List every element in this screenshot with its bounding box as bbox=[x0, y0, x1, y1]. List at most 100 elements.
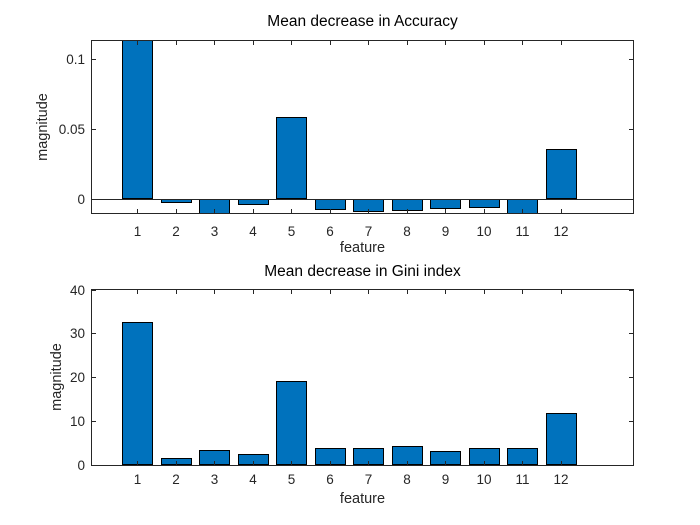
y-tick-right bbox=[629, 128, 633, 130]
x-tick-label: 11 bbox=[515, 224, 530, 239]
bar-feature-12 bbox=[545, 413, 577, 465]
plot-area-accuracy: 1 2 3 4 5 6 7 8 9 10 11 12 0 0.05 0.1 bbox=[59, 40, 634, 239]
y-tick bbox=[92, 198, 96, 200]
x-tick bbox=[175, 209, 177, 213]
x-tick-top bbox=[368, 290, 369, 294]
x-tick-label: 6 bbox=[326, 224, 334, 239]
y-tick bbox=[92, 333, 96, 335]
x-tick-top bbox=[214, 41, 215, 45]
bar-feature-1 bbox=[122, 41, 153, 200]
x-tick-label: 4 bbox=[249, 472, 257, 487]
x-tick-label: 3 bbox=[210, 472, 219, 487]
x-tick-label: 2 bbox=[172, 472, 180, 487]
x-tick bbox=[329, 209, 331, 213]
x-tick-label: 1 bbox=[133, 472, 142, 487]
y-tick bbox=[92, 464, 96, 466]
y-tick bbox=[92, 289, 96, 291]
x-tick-top bbox=[445, 290, 446, 294]
x-tick bbox=[175, 461, 177, 465]
x-tick-top bbox=[406, 41, 408, 45]
zero-baseline bbox=[92, 198, 633, 200]
x-tick-label: 10 bbox=[476, 472, 492, 487]
x-tick-label: 5 bbox=[287, 472, 296, 487]
y-tick-right bbox=[629, 333, 633, 335]
y-tick-label: 0.1 bbox=[66, 51, 85, 67]
x-tick bbox=[522, 209, 523, 213]
x-tick bbox=[445, 461, 446, 465]
x-tick bbox=[252, 209, 254, 213]
y-tick-right bbox=[629, 198, 633, 200]
x-tick bbox=[560, 461, 562, 465]
plot-area-gini: 1 2 3 4 5 6 7 8 9 10 11 12 0 10 20 30 40 bbox=[70, 283, 634, 487]
y-tick-label: 0.05 bbox=[58, 121, 85, 137]
x-tick bbox=[406, 209, 408, 213]
x-tick-top bbox=[214, 290, 215, 294]
y-tick-right bbox=[629, 289, 633, 291]
y-tick-right bbox=[629, 58, 633, 60]
y-tick-label: 0 bbox=[77, 457, 85, 473]
x-tick bbox=[291, 209, 292, 213]
x-tick-top bbox=[175, 290, 177, 294]
x-tick bbox=[214, 461, 215, 465]
x-tick-label: 12 bbox=[553, 472, 569, 487]
x-tick-label: 6 bbox=[326, 472, 334, 487]
x-tick bbox=[214, 209, 215, 213]
y-tick-right bbox=[629, 377, 633, 378]
x-tick-label: 9 bbox=[441, 472, 450, 487]
bar-feature-4 bbox=[237, 199, 269, 205]
x-tick-top bbox=[137, 41, 138, 45]
x-tick-label: 11 bbox=[515, 472, 530, 487]
x-tick-top bbox=[522, 41, 523, 45]
x-tick-label: 8 bbox=[403, 472, 411, 487]
x-tick-top bbox=[329, 41, 331, 45]
x-tick-top bbox=[175, 41, 177, 45]
x-tick bbox=[522, 461, 523, 465]
x-tick-top bbox=[137, 290, 138, 294]
x-tick bbox=[252, 461, 254, 465]
y-tick bbox=[92, 377, 96, 378]
x-tick-top bbox=[368, 41, 369, 45]
x-tick-top bbox=[560, 290, 562, 294]
y-tick-label: 0 bbox=[77, 191, 85, 207]
chart-title-gini: Mean decrease in Gini index bbox=[264, 263, 461, 280]
x-tick bbox=[445, 209, 446, 213]
x-tick bbox=[406, 461, 408, 465]
x-tick-label: 7 bbox=[364, 472, 373, 487]
bar-feature-1 bbox=[122, 321, 153, 465]
x-tick-top bbox=[522, 290, 523, 294]
y-tick-label: 40 bbox=[69, 282, 85, 298]
x-tick-top bbox=[406, 290, 408, 294]
y-tick-label: 20 bbox=[69, 370, 85, 385]
x-tick-label: 10 bbox=[476, 224, 492, 239]
x-tick bbox=[137, 209, 138, 213]
x-tick-top bbox=[291, 290, 292, 294]
x-tick-top bbox=[445, 41, 446, 45]
y-tick-right bbox=[629, 464, 633, 466]
x-tick-label: 3 bbox=[210, 224, 219, 239]
bar-feature-5 bbox=[276, 116, 307, 199]
y-tick-right bbox=[629, 420, 633, 422]
x-tick-top bbox=[560, 41, 562, 45]
x-tick-label: 9 bbox=[441, 224, 450, 239]
bar-feature-2 bbox=[160, 199, 192, 204]
x-tick bbox=[483, 461, 485, 465]
x-tick-label: 12 bbox=[553, 224, 569, 239]
x-tick bbox=[291, 461, 292, 465]
x-tick-top bbox=[329, 290, 331, 294]
x-tick-top bbox=[483, 41, 485, 45]
x-tick-label: 5 bbox=[287, 224, 296, 239]
x-tick-label: 7 bbox=[364, 224, 373, 239]
x-tick-top bbox=[252, 41, 254, 45]
x-tick-label: 1 bbox=[133, 224, 142, 239]
zero-baseline bbox=[92, 464, 633, 466]
bar-feature-9 bbox=[430, 199, 461, 209]
x-tick bbox=[368, 461, 369, 465]
x-tick bbox=[329, 461, 331, 465]
y-tick bbox=[92, 420, 96, 422]
chart-title-accuracy: Mean decrease in Accuracy bbox=[267, 13, 458, 30]
y-tick bbox=[92, 128, 96, 130]
x-tick bbox=[560, 209, 562, 213]
x-axis-label-gini: feature bbox=[339, 491, 386, 507]
x-tick-label: 8 bbox=[403, 224, 411, 239]
